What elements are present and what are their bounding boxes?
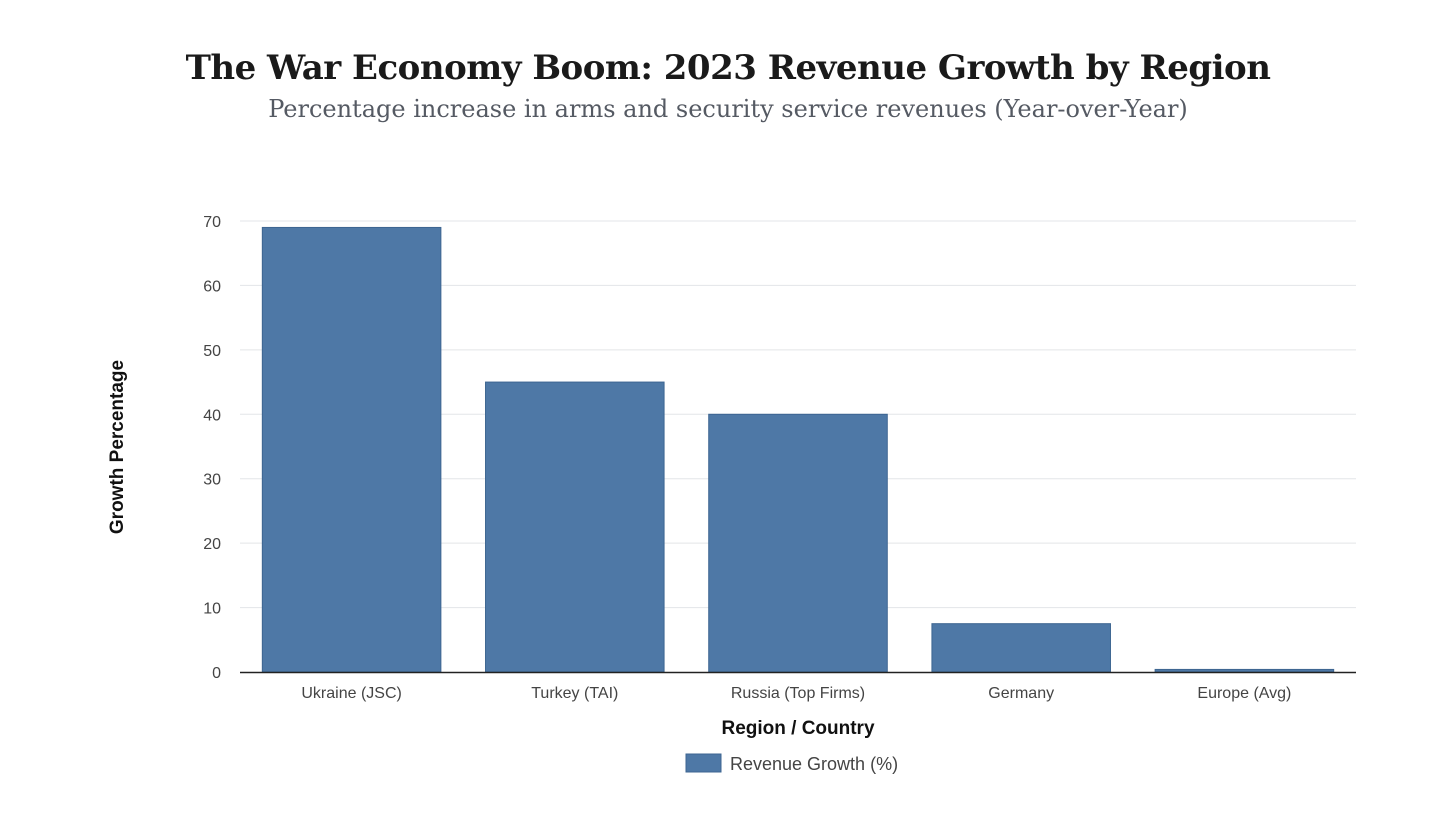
- legend: Revenue Growth (%): [685, 753, 898, 774]
- bar: [485, 381, 665, 673]
- legend-swatch: [685, 753, 722, 773]
- y-tick-label: 60: [203, 278, 221, 295]
- x-tick-label: Ukraine (JSC): [301, 685, 401, 702]
- bar: [931, 623, 1111, 673]
- y-tick-label: 0: [212, 665, 221, 682]
- chart-title: The War Economy Boom: 2023 Revenue Growt…: [185, 48, 1271, 88]
- y-tick-label: 20: [203, 536, 221, 553]
- y-tick-label: 50: [203, 343, 221, 360]
- y-tick-label: 40: [203, 407, 221, 424]
- y-tick-labels: 0 10 20 30 40 50 60 70: [203, 214, 221, 682]
- y-tick-label: 10: [203, 601, 221, 618]
- x-tick-label: Germany: [988, 685, 1054, 702]
- x-axis-title: Region / Country: [721, 718, 874, 739]
- x-tick-label: Turkey (TAI): [531, 685, 618, 702]
- legend-label: Revenue Growth (%): [730, 754, 898, 774]
- x-tick-labels: Ukraine (JSC) Turkey (TAI) Russia (Top Fir…: [301, 685, 1291, 702]
- chart-subtitle: Percentage increase in arms and security…: [268, 95, 1188, 123]
- y-tick-label: 70: [203, 214, 221, 231]
- bar: [261, 226, 442, 673]
- bar: [1154, 668, 1335, 673]
- x-tick-label: Europe (Avg): [1197, 685, 1291, 702]
- y-tick-label: 30: [203, 472, 221, 489]
- y-axis-title: Growth Percentage: [107, 360, 128, 534]
- bars: [261, 226, 1335, 673]
- bar: [708, 413, 888, 673]
- x-tick-label: Russia (Top Firms): [731, 685, 865, 702]
